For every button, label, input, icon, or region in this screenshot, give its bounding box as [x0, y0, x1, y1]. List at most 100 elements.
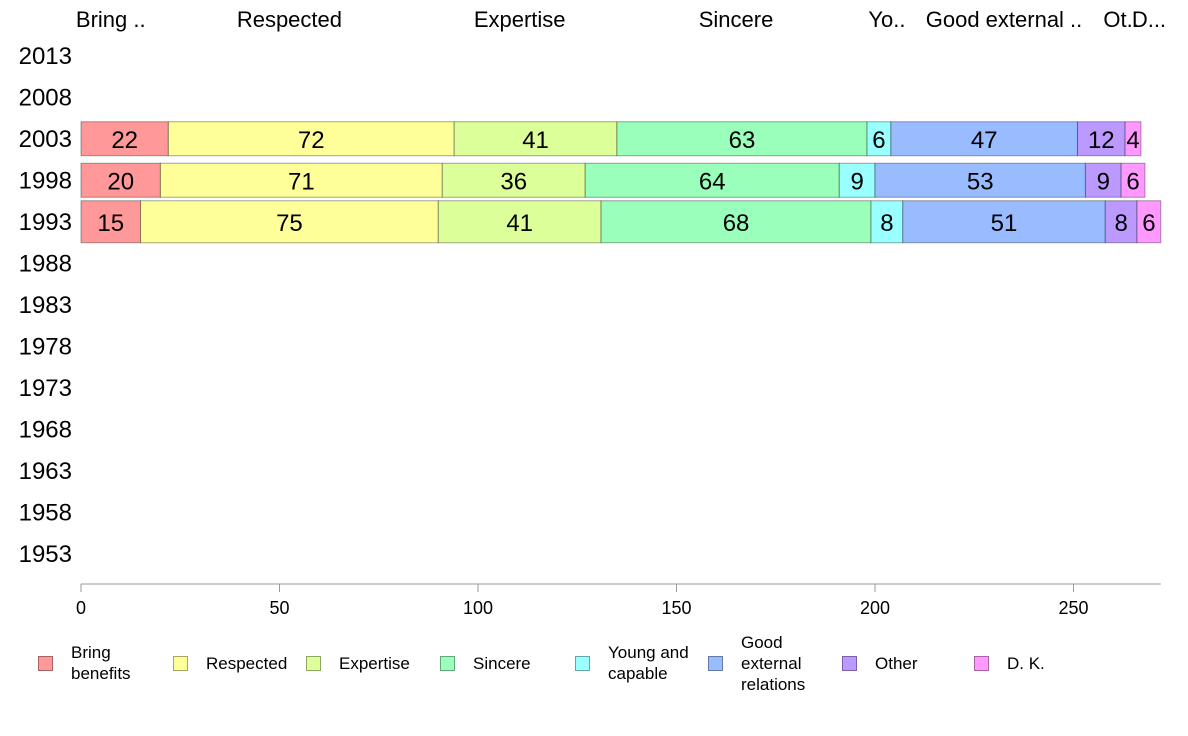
bar-value-label: 22	[111, 127, 138, 154]
bar-value-label: 41	[522, 127, 549, 154]
bar-segment	[437, 200, 602, 244]
year-label: 1983	[19, 292, 72, 319]
x-tick-label: 100	[463, 598, 493, 618]
legend-label: D. K.	[1007, 653, 1045, 673]
legend-item: Expertise	[306, 630, 410, 696]
year-label: 1963	[19, 458, 72, 485]
stacked-bar-chart: Bring .. Respected Expertise Sincere Yo.. Goo…	[19, 7, 1166, 618]
legend-item: Young and capable	[575, 630, 689, 696]
bar-value-label: 63	[729, 127, 756, 154]
bar-value-label: 9	[850, 168, 863, 195]
year-label: 1988	[19, 250, 72, 277]
bar-value-label: 53	[967, 168, 994, 195]
column-header: Yo..	[868, 7, 905, 32]
legend-label: Other	[875, 653, 918, 673]
bar-value-label: 72	[298, 127, 325, 154]
bar-segment	[80, 200, 142, 244]
legend-item: Other	[842, 630, 918, 696]
legend-swatch	[708, 655, 723, 671]
legend: Bring benefits Respected Expertise Sincere Y…	[38, 630, 1158, 710]
bar-value-label: 8	[1114, 210, 1127, 237]
year-label: 1998	[19, 167, 72, 194]
legend-label: Young and capable	[608, 643, 689, 683]
legend-swatch	[440, 655, 455, 671]
legend-item: D. K.	[974, 630, 1045, 696]
bar-segment	[890, 121, 1078, 157]
year-label: 2013	[19, 43, 72, 70]
bar-value-label: 51	[991, 210, 1018, 237]
column-header: Ot..	[1103, 7, 1138, 32]
bar-segment	[159, 162, 443, 198]
bar-value-label: 15	[97, 210, 124, 237]
bar-segment	[441, 162, 586, 198]
bar-value-label: 36	[500, 168, 527, 195]
bar-segment	[80, 121, 169, 157]
column-headers: Bring .. Respected Expertise Sincere Yo.. Goo…	[76, 7, 1166, 32]
bar-segment	[600, 200, 872, 244]
bar-value-label: 75	[276, 210, 303, 237]
year-label: 1993	[19, 209, 72, 236]
legend-swatch	[842, 655, 857, 671]
column-header: Expertise	[474, 7, 566, 32]
bar-value-label: 64	[699, 168, 726, 195]
bar-value-label: 6	[872, 127, 885, 154]
year-label: 1953	[19, 541, 72, 568]
bars: 22 72 41 63 6 47 12 420 71 36 64 9 53 9 615 75 41 68 8 51 8 6	[80, 121, 1162, 244]
x-tick-label: 0	[76, 598, 86, 618]
legend-item: Respected	[173, 630, 287, 696]
year-label: 2003	[19, 126, 72, 153]
bar-segment	[453, 121, 618, 157]
bar-value-label: 6	[1126, 168, 1139, 195]
legend-label: Good external relations	[741, 632, 806, 694]
bar-value-label: 4	[1126, 127, 1139, 154]
year-label: 1958	[19, 499, 72, 526]
bar-segment	[838, 162, 876, 198]
legend-swatch	[306, 655, 321, 671]
x-tick-label: 250	[1058, 598, 1088, 618]
bar-value-label: 6	[1142, 210, 1155, 237]
bar-value-label: 9	[1097, 168, 1110, 195]
legend-label: Expertise	[339, 653, 410, 673]
legend-item: Bring benefits	[38, 630, 131, 696]
x-axis: 0 50 100 150 200 250	[76, 583, 1161, 618]
bar-segment	[584, 162, 840, 198]
bar-value-label: 41	[506, 210, 533, 237]
bar-value-label: 20	[107, 168, 134, 195]
column-header: D...	[1132, 7, 1166, 32]
bar-value-label: 71	[288, 168, 315, 195]
column-header: Bring ..	[76, 7, 146, 32]
bar-segment	[167, 121, 455, 157]
legend-swatch	[974, 655, 989, 671]
legend-label: Respected	[206, 653, 288, 673]
bar-segment	[80, 162, 161, 198]
legend-swatch	[173, 655, 188, 671]
x-tick-label: 150	[661, 598, 691, 618]
legend-label: Bring benefits	[71, 643, 131, 683]
bar-value-label: 12	[1088, 127, 1115, 154]
x-tick-label: 50	[269, 598, 289, 618]
year-label: 1973	[19, 375, 72, 402]
bar-value-label: 47	[971, 127, 998, 154]
bar-segment	[1124, 121, 1142, 157]
bar-segment	[870, 200, 904, 244]
bar-segment	[1084, 162, 1122, 198]
column-header: Good external ..	[926, 7, 1083, 32]
x-tick-label: 200	[860, 598, 890, 618]
legend-item: Good external relations	[708, 630, 805, 696]
legend-label: Sincere	[473, 653, 531, 673]
bar-segment	[616, 121, 868, 157]
year-labels: 2013 2008 2003 1998 1993 1988 1983 1978 1973 1968…	[19, 43, 72, 568]
column-header: Sincere	[699, 7, 774, 32]
bar-segment	[140, 200, 439, 244]
bar-value-label: 8	[880, 210, 893, 237]
bar-segment	[1104, 200, 1138, 244]
bar-value-label: 68	[723, 210, 750, 237]
legend-item: Sincere	[440, 630, 531, 696]
bar-segment	[1120, 162, 1146, 198]
column-header: Respected	[237, 7, 342, 32]
bar-segment	[1076, 121, 1126, 157]
year-label: 1968	[19, 416, 72, 443]
year-label: 2008	[19, 84, 72, 111]
legend-swatch	[38, 655, 53, 671]
legend-swatch	[575, 655, 590, 671]
